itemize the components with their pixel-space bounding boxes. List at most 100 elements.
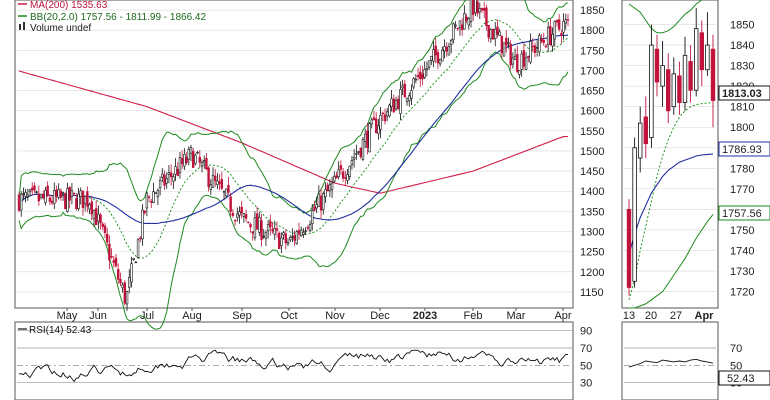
candle-body — [141, 209, 144, 240]
candle-body — [251, 231, 254, 234]
candle-body — [196, 152, 199, 154]
candle-body — [203, 160, 206, 163]
candle-body — [456, 27, 459, 30]
candle-body — [143, 210, 146, 214]
candle-body — [542, 39, 545, 43]
main-x-axis: May Jun Jul Aug Sep Oct Nov Dec 2023 Feb Mar Apr — [57, 308, 572, 322]
candle-body — [441, 49, 444, 62]
candle-body — [178, 157, 182, 173]
candle-body — [35, 191, 38, 193]
candle-body — [163, 174, 166, 186]
candle-body — [130, 263, 133, 283]
candle-body — [445, 46, 448, 52]
x-tick-label: Jul — [140, 310, 154, 322]
candle-body — [92, 210, 96, 220]
candle-body — [357, 151, 360, 153]
candle-body — [346, 174, 349, 181]
candle-body — [114, 257, 118, 267]
candle-body — [121, 284, 124, 289]
y-tick-label: 1550 — [580, 126, 604, 138]
zoom-candle-body — [710, 48, 716, 101]
legend-volume-swatch-2 — [23, 22, 25, 30]
y-tick-label: 1450 — [580, 166, 604, 178]
zoom-candle-body — [626, 209, 632, 288]
candle-body — [169, 172, 173, 178]
candle-body — [207, 167, 210, 187]
zoom-candle-body — [632, 147, 637, 282]
candle-body — [491, 29, 495, 40]
candle-body — [386, 111, 389, 117]
candle-body — [185, 157, 188, 163]
candle-body — [262, 235, 265, 238]
candle-body — [311, 210, 314, 224]
candle-body — [236, 213, 239, 218]
candle-body — [465, 16, 468, 21]
zoom-indicator-lines — [628, 0, 714, 309]
candle-body — [88, 204, 91, 210]
zoom-candle-body — [638, 122, 643, 159]
candle-body — [509, 43, 512, 66]
rsi-zoom-level-label: 70 — [730, 343, 742, 355]
candle-body — [31, 187, 34, 191]
candle-body — [421, 73, 424, 80]
candle-body — [77, 193, 80, 210]
candle-body — [79, 190, 82, 197]
candle-body — [247, 221, 250, 224]
candle-body — [286, 242, 290, 245]
candle-body — [527, 55, 530, 58]
candle-body — [317, 193, 321, 207]
candle-body — [123, 282, 127, 304]
y-tick-label: 1500 — [580, 146, 604, 158]
candle-body — [154, 192, 157, 194]
candle-body — [110, 256, 113, 258]
candle-body — [139, 237, 142, 240]
zoom-y-tick-label: 1720 — [730, 287, 754, 299]
y-tick-label: 1400 — [580, 186, 604, 198]
y-tick-label: 1650 — [580, 86, 604, 98]
candle-body — [119, 278, 122, 284]
bb-lower — [18, 51, 569, 330]
rsi-zoom-panel-frame — [621, 321, 719, 400]
candle-body — [205, 158, 208, 170]
candle-body — [533, 45, 537, 54]
candle-body — [487, 24, 490, 38]
price-tag-value: 1813.03 — [722, 88, 762, 100]
zoom-bb-upper — [628, 0, 703, 34]
candle-body — [75, 198, 78, 209]
candle-body — [64, 193, 67, 209]
low-tag: 1757.56 — [718, 205, 770, 221]
candle-body — [269, 221, 272, 228]
candle-body — [53, 189, 56, 204]
candle-body — [564, 19, 567, 24]
candle-body — [531, 45, 534, 48]
candle-body — [282, 232, 285, 236]
price-tag: 1813.03 — [718, 85, 770, 101]
candle-body — [198, 156, 201, 163]
candle-body — [59, 190, 63, 198]
x-tick-label: Aug — [182, 310, 202, 322]
x-tick-label: May — [57, 310, 78, 322]
candle-body — [264, 232, 268, 239]
zoom-y-tick-label: 1830 — [730, 61, 754, 73]
y-tick-label: 1750 — [580, 45, 604, 57]
zoom-x-tick-label: 13 — [623, 310, 635, 322]
candle-body — [432, 49, 435, 62]
candle-body — [560, 32, 563, 36]
low-tag-value: 1757.56 — [722, 208, 762, 220]
candle-body — [377, 125, 380, 135]
candle-body — [145, 192, 149, 209]
main-grid — [17, 9, 572, 293]
candle-body — [222, 191, 226, 193]
candle-body — [17, 194, 21, 211]
candle-body — [103, 225, 107, 233]
candle-body — [372, 117, 376, 121]
zoom-y-tick-label: 1850 — [730, 20, 754, 32]
candle-body — [271, 228, 274, 232]
zoom-x-axis: 13 20 27 Apr — [623, 310, 714, 322]
candle-body — [414, 78, 418, 81]
candle-body — [284, 233, 287, 244]
zoom-candle-body — [699, 32, 704, 71]
candle-body — [412, 78, 415, 88]
candle-body — [46, 185, 49, 196]
